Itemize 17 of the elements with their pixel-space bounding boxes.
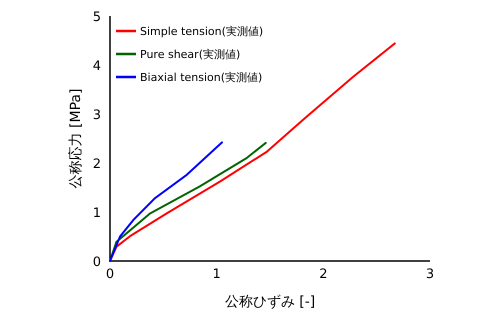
x-tick-label: 2 [319,267,328,282]
y-tick-label: 5 [92,10,101,25]
y-tick-label: 2 [92,157,101,172]
y-axis-title: 公称応力 [MPa] [68,88,84,188]
y-tick-label: 0 [92,255,101,270]
line-series [109,142,267,262]
legend-label: Biaxial tension(実測値) [140,71,262,84]
legend-label: Pure shear(実測値) [140,48,240,61]
y-tick-label: 4 [92,59,101,74]
y-tick-label: 3 [92,108,101,123]
x-tick-label: 1 [212,267,221,282]
x-tick-label: 3 [426,267,434,282]
y-tick-label: 1 [92,206,101,221]
legend-label: Simple tension(実測値) [140,25,264,38]
x-tick-label: 0 [106,267,114,282]
x-axis-title: 公称ひずみ [-] [224,294,316,310]
line-series [109,141,223,262]
